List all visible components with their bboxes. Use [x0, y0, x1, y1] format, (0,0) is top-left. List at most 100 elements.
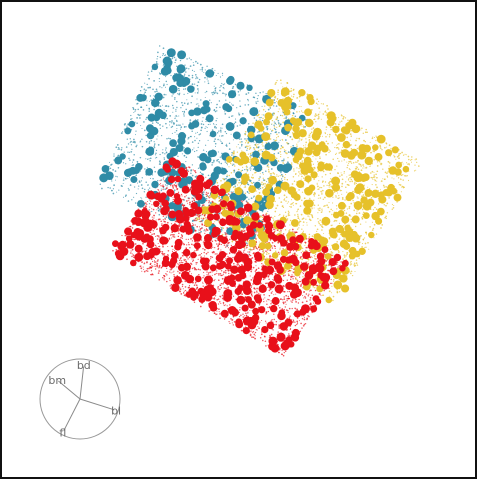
dust-point	[276, 204, 279, 207]
dust-point	[332, 210, 334, 212]
dust-point	[174, 96, 176, 99]
dust-point	[219, 301, 221, 303]
dust-point	[173, 236, 176, 238]
dust-point	[322, 180, 324, 183]
dust-point	[259, 118, 261, 120]
dust-point	[317, 175, 319, 177]
dust-point	[141, 261, 143, 263]
dust-point	[217, 303, 220, 305]
dust-point	[177, 155, 179, 158]
dust-point	[216, 310, 218, 312]
dust-point	[120, 185, 123, 187]
dust-point	[296, 211, 298, 213]
dust-point	[247, 103, 250, 106]
dust-point	[170, 126, 173, 128]
dust-point	[322, 170, 325, 173]
dust-point	[291, 299, 294, 301]
dust-point	[371, 184, 373, 186]
dust-point	[380, 163, 382, 166]
dust-point	[360, 165, 362, 167]
dust-point	[278, 230, 281, 233]
dust-point	[250, 166, 252, 168]
dust-point	[199, 229, 201, 231]
dust-point	[249, 145, 251, 147]
dust-point	[249, 248, 252, 251]
dust-point	[350, 260, 352, 263]
dust-point	[179, 59, 182, 62]
dust-point	[379, 189, 382, 191]
dust-point	[180, 107, 182, 109]
dust-point	[388, 162, 391, 164]
dust-point	[135, 174, 138, 177]
dust-point	[401, 151, 403, 154]
dust-point	[163, 109, 165, 111]
dust-point	[280, 173, 283, 176]
dust-point	[376, 161, 379, 163]
dust-point	[200, 123, 203, 125]
dust-point	[134, 202, 137, 204]
dust-point	[230, 133, 232, 135]
dust-point	[175, 184, 178, 187]
dust-point	[356, 166, 359, 169]
dust-point	[401, 186, 403, 188]
dust-point	[166, 117, 169, 120]
dust-point	[200, 220, 202, 223]
dust-point	[191, 220, 194, 222]
dust-point	[183, 102, 186, 104]
dust-point	[154, 90, 156, 93]
dust-point	[279, 248, 281, 250]
dust-point	[229, 322, 231, 325]
dust-point	[386, 202, 389, 205]
dust-point	[338, 125, 340, 127]
dust-point	[162, 178, 164, 180]
dust-point	[219, 156, 221, 158]
dust-point	[274, 139, 277, 142]
dust-point	[197, 88, 199, 90]
dust-point	[355, 212, 358, 215]
dust-point	[136, 144, 138, 146]
dust-point	[244, 248, 246, 250]
dust-point	[117, 147, 120, 149]
dust-point	[211, 91, 213, 94]
dust-point	[224, 161, 227, 163]
dust-point	[298, 171, 300, 173]
dust-point	[372, 178, 374, 180]
dust-point	[124, 123, 126, 125]
dust-point	[177, 88, 179, 90]
dust-point	[267, 168, 270, 171]
dust-point	[181, 202, 183, 205]
dust-point	[180, 224, 183, 226]
dust-point	[191, 76, 194, 79]
dust-point	[126, 138, 128, 140]
dust-point	[309, 213, 311, 216]
dust-point	[276, 133, 278, 136]
dust-point	[181, 111, 184, 113]
dust-point	[290, 203, 292, 206]
dust-point	[380, 147, 382, 150]
dust-point	[181, 251, 184, 254]
dust-point	[226, 244, 228, 246]
dust-point	[117, 154, 120, 157]
dust-point	[129, 252, 132, 254]
dust-point	[162, 55, 164, 57]
dust-point	[169, 271, 171, 273]
dust-point	[243, 228, 245, 230]
dust-point	[338, 160, 340, 163]
dust-point	[321, 208, 323, 210]
dust-point	[311, 256, 313, 259]
dust-point	[324, 204, 326, 207]
dust-point	[321, 294, 324, 296]
dust-point	[345, 212, 348, 214]
dust-point	[172, 107, 175, 109]
dust-point	[312, 285, 315, 288]
dust-point	[317, 116, 320, 118]
dust-point	[280, 82, 282, 84]
dust-point	[194, 73, 197, 76]
dust-point	[333, 191, 336, 193]
dust-point	[241, 143, 243, 146]
dust-point	[174, 131, 176, 133]
dust-point	[410, 159, 412, 161]
dust-point	[192, 64, 195, 67]
dust-point	[353, 183, 356, 185]
dust-point	[341, 178, 344, 181]
